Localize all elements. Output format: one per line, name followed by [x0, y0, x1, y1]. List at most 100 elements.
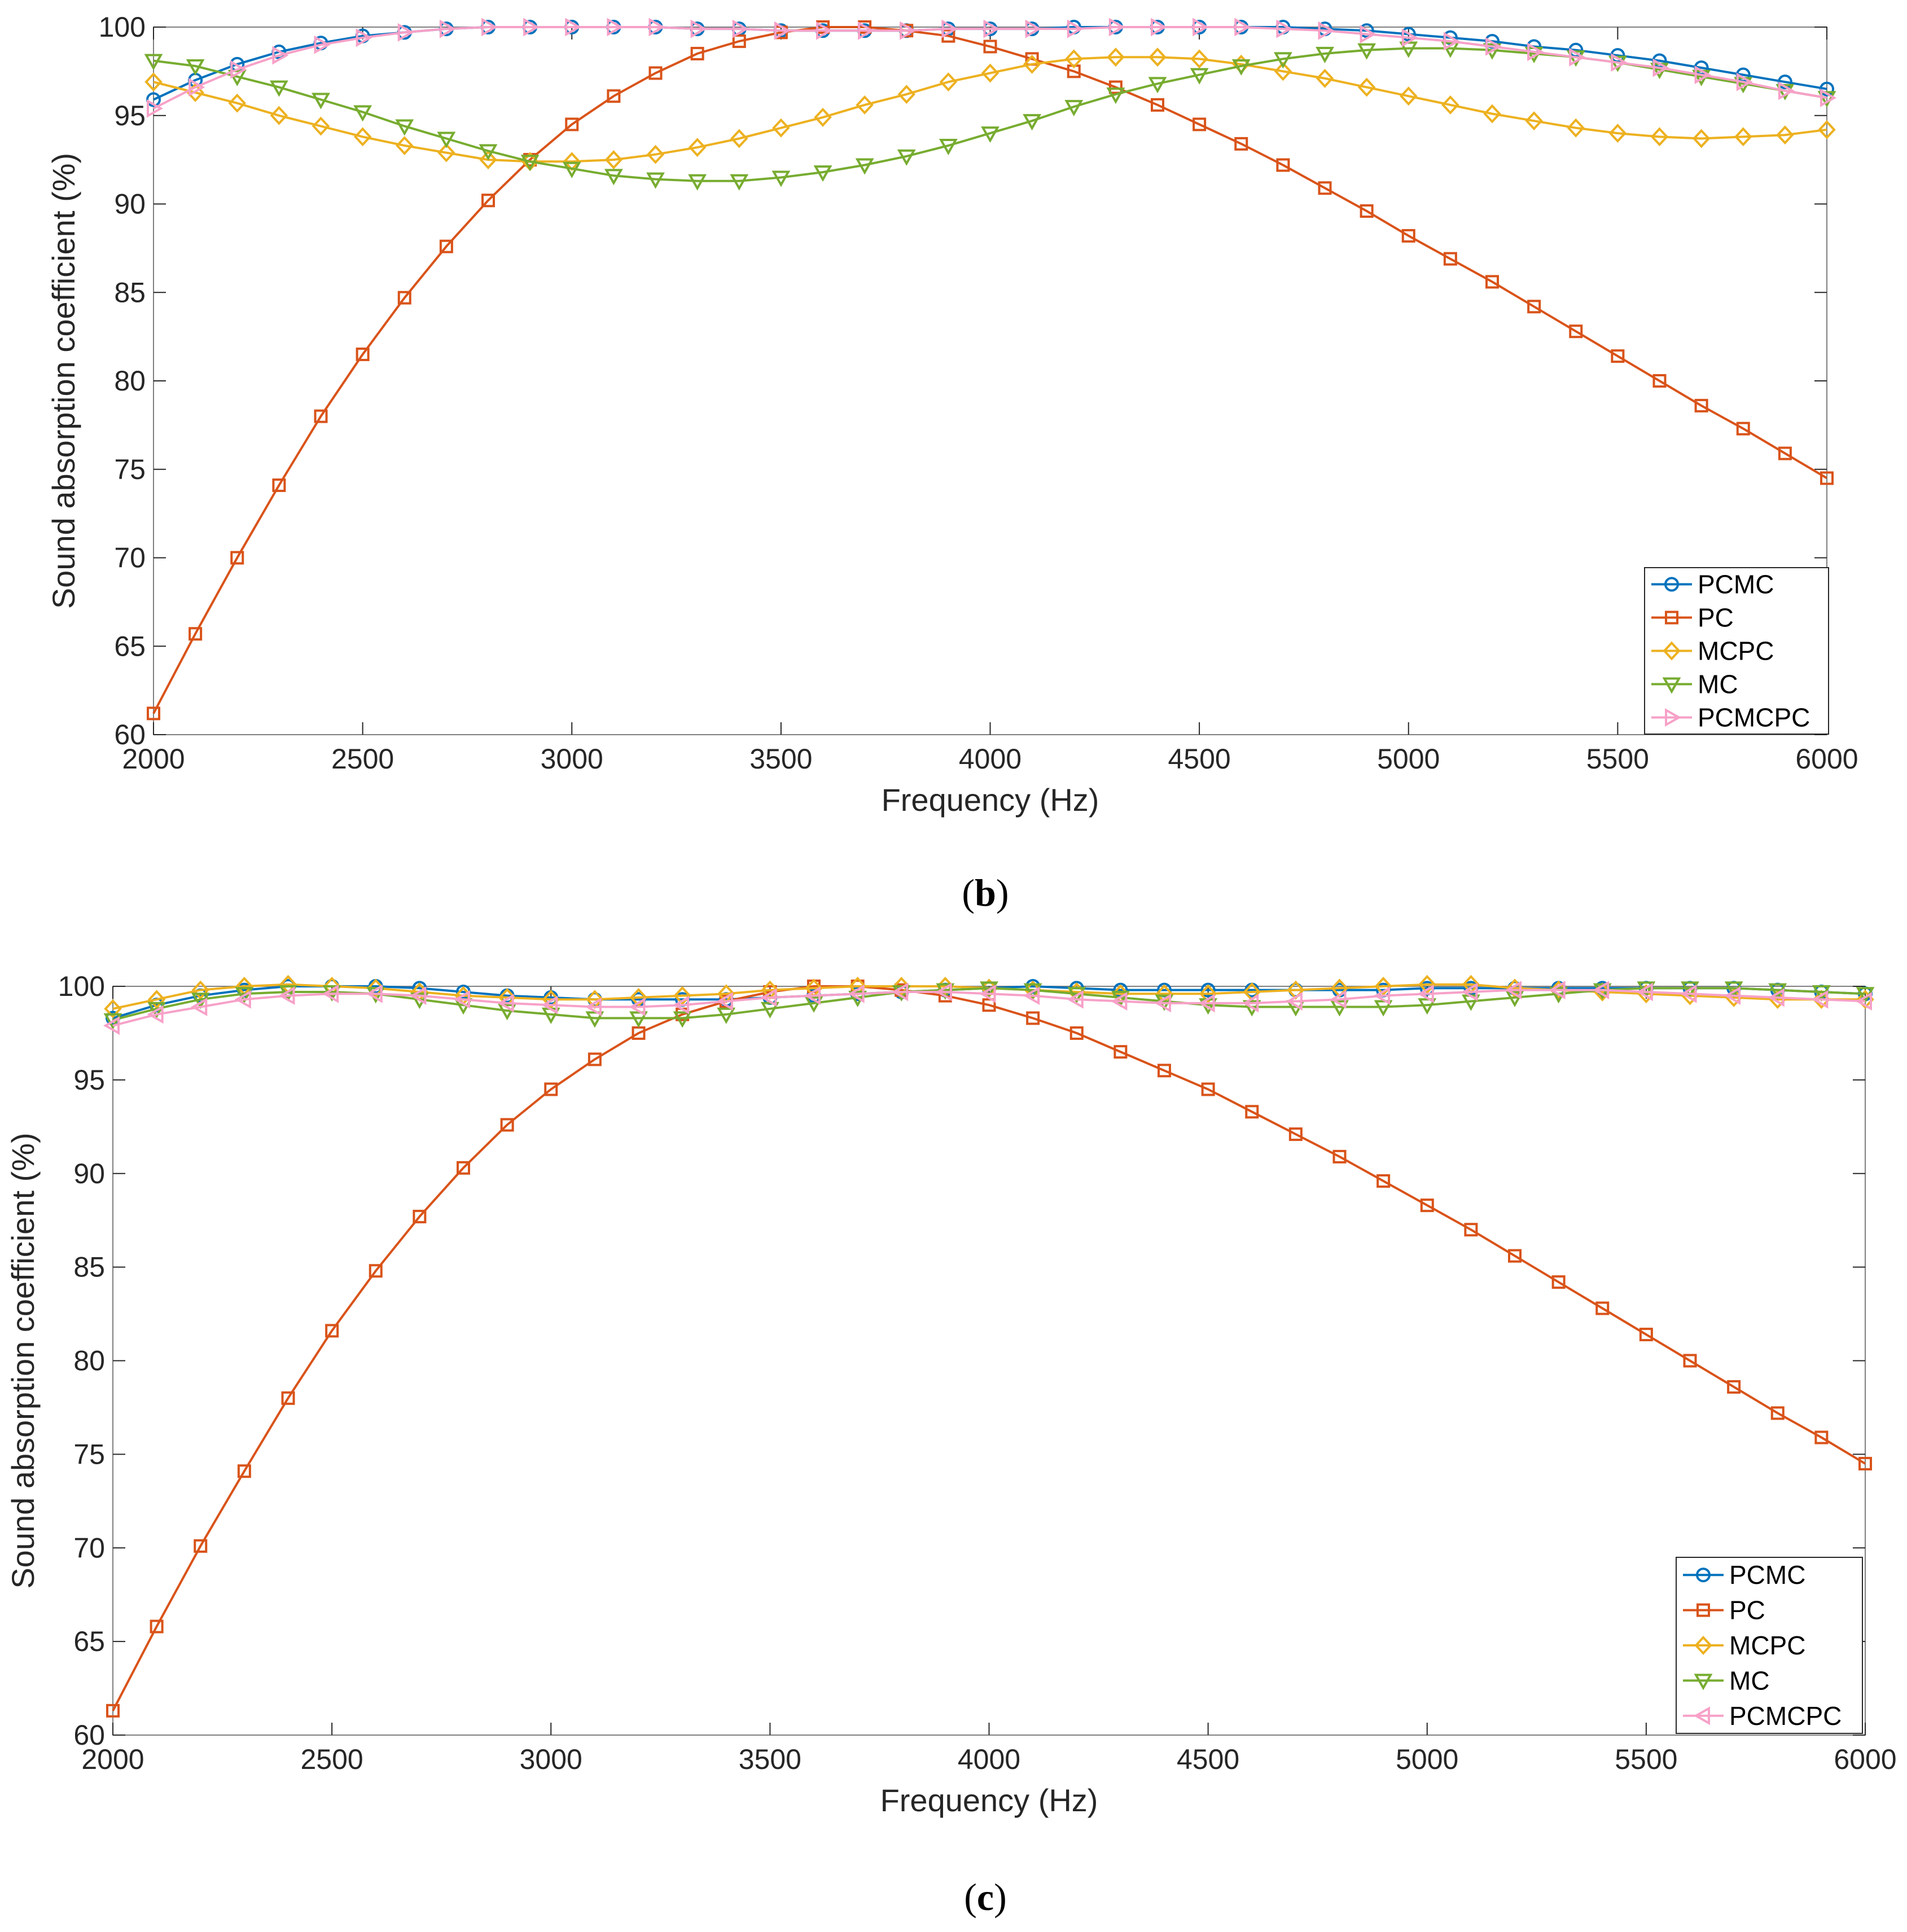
data-point: [900, 21, 917, 40]
data-point: [585, 1011, 604, 1028]
data-point: [1549, 981, 1566, 1000]
data-point: [1567, 118, 1585, 138]
data-point: [410, 986, 427, 1005]
data-point: [312, 93, 330, 109]
data-point: [1376, 1174, 1391, 1188]
data-point: [1461, 982, 1478, 1002]
legend-item-pcmc: PCMC: [1683, 1560, 1805, 1589]
x-tick-label: 5000: [1396, 1744, 1458, 1775]
series-layer: [144, 17, 1837, 721]
data-point: [147, 1005, 164, 1024]
caption-open: (: [964, 1876, 977, 1918]
data-point: [565, 17, 582, 37]
data-point: [1770, 1406, 1785, 1420]
y-tick-label: 60: [73, 1719, 105, 1751]
data-point: [272, 46, 289, 65]
data-point: [1200, 982, 1216, 998]
data-point: [1820, 88, 1837, 107]
data-point: [1318, 21, 1335, 40]
data-point: [565, 117, 579, 131]
x-axis-ticks: 2000 2500 3000 3500 4000 4500 5000 5500 6000: [122, 27, 1858, 775]
data-point: [1401, 229, 1415, 243]
data-point: [479, 150, 497, 170]
data-point: [437, 131, 456, 148]
data-point: [410, 993, 429, 1009]
data-point: [1818, 120, 1836, 139]
data-point: [1650, 127, 1669, 147]
data-point: [191, 998, 208, 1016]
data-point: [453, 990, 470, 1009]
legend-label: PC: [1698, 603, 1734, 633]
data-point: [1551, 1275, 1566, 1289]
data-point: [1724, 986, 1741, 1005]
data-point: [1736, 421, 1750, 436]
legend-marker: [1663, 641, 1681, 661]
data-point: [1106, 87, 1125, 104]
data-point: [732, 34, 746, 49]
data-point: [144, 54, 163, 71]
data-point: [717, 1007, 736, 1024]
legend-item-pcmcpc: PCMCPC: [1683, 1701, 1842, 1731]
data-point: [356, 347, 370, 361]
data-point: [230, 60, 247, 79]
data-point: [983, 39, 997, 54]
data-point: [270, 106, 288, 125]
data-point: [1154, 994, 1171, 1013]
series-line: [112, 989, 1866, 1027]
data-point: [281, 1391, 295, 1405]
data-point: [1464, 1223, 1478, 1237]
data-point: [520, 155, 540, 172]
y-tick-label: 70: [73, 1532, 105, 1564]
data-point: [1067, 987, 1086, 1004]
data-point: [1611, 53, 1628, 72]
data-point: [814, 107, 832, 127]
data-point: [1443, 252, 1457, 266]
data-point: [191, 980, 209, 1000]
data-point: [235, 987, 254, 1004]
data-point: [771, 170, 791, 187]
data-point: [147, 1002, 166, 1018]
data-point: [892, 977, 910, 996]
data-point: [1483, 104, 1501, 124]
data-point: [1443, 32, 1460, 51]
data-point: [356, 28, 372, 47]
data-point: [856, 95, 874, 115]
data-point: [604, 169, 623, 186]
y-tick-label: 85: [114, 276, 146, 308]
data-point: [1023, 983, 1042, 1000]
data-point: [1820, 471, 1834, 485]
data-point: [1330, 990, 1347, 1009]
data-point: [481, 17, 498, 37]
data-point: [1736, 72, 1753, 91]
data-point: [730, 129, 748, 148]
data-point: [980, 981, 998, 998]
data-point: [1242, 1000, 1261, 1017]
data-point: [1694, 65, 1711, 85]
data-point: [673, 1011, 692, 1028]
chart-panel-c: 2000 2500 3000 3500 4000 4500 5000 5500 6000 606…: [5, 971, 1897, 1918]
data-point: [439, 239, 453, 253]
legend-marker: [1664, 577, 1679, 592]
y-tick-label: 90: [114, 188, 146, 220]
data-point: [1420, 1198, 1434, 1213]
data-point: [144, 72, 163, 92]
data-point: [1107, 47, 1125, 67]
legend-marker: [1696, 1567, 1711, 1583]
y-tick-label: 95: [114, 100, 146, 131]
x-tick-label: 4500: [1168, 743, 1231, 775]
x-tick-label: 3000: [520, 1744, 582, 1775]
data-point: [1245, 1105, 1259, 1119]
data-point: [1569, 324, 1583, 339]
legend-label: MC: [1729, 1666, 1770, 1695]
data-point: [1193, 117, 1207, 131]
data-point: [892, 982, 909, 1002]
data-point: [227, 69, 247, 86]
data-point: [858, 21, 875, 40]
legend-label: MC: [1698, 670, 1738, 699]
data-point: [541, 995, 558, 1015]
data-point: [1611, 349, 1625, 363]
data-point: [1276, 158, 1290, 172]
